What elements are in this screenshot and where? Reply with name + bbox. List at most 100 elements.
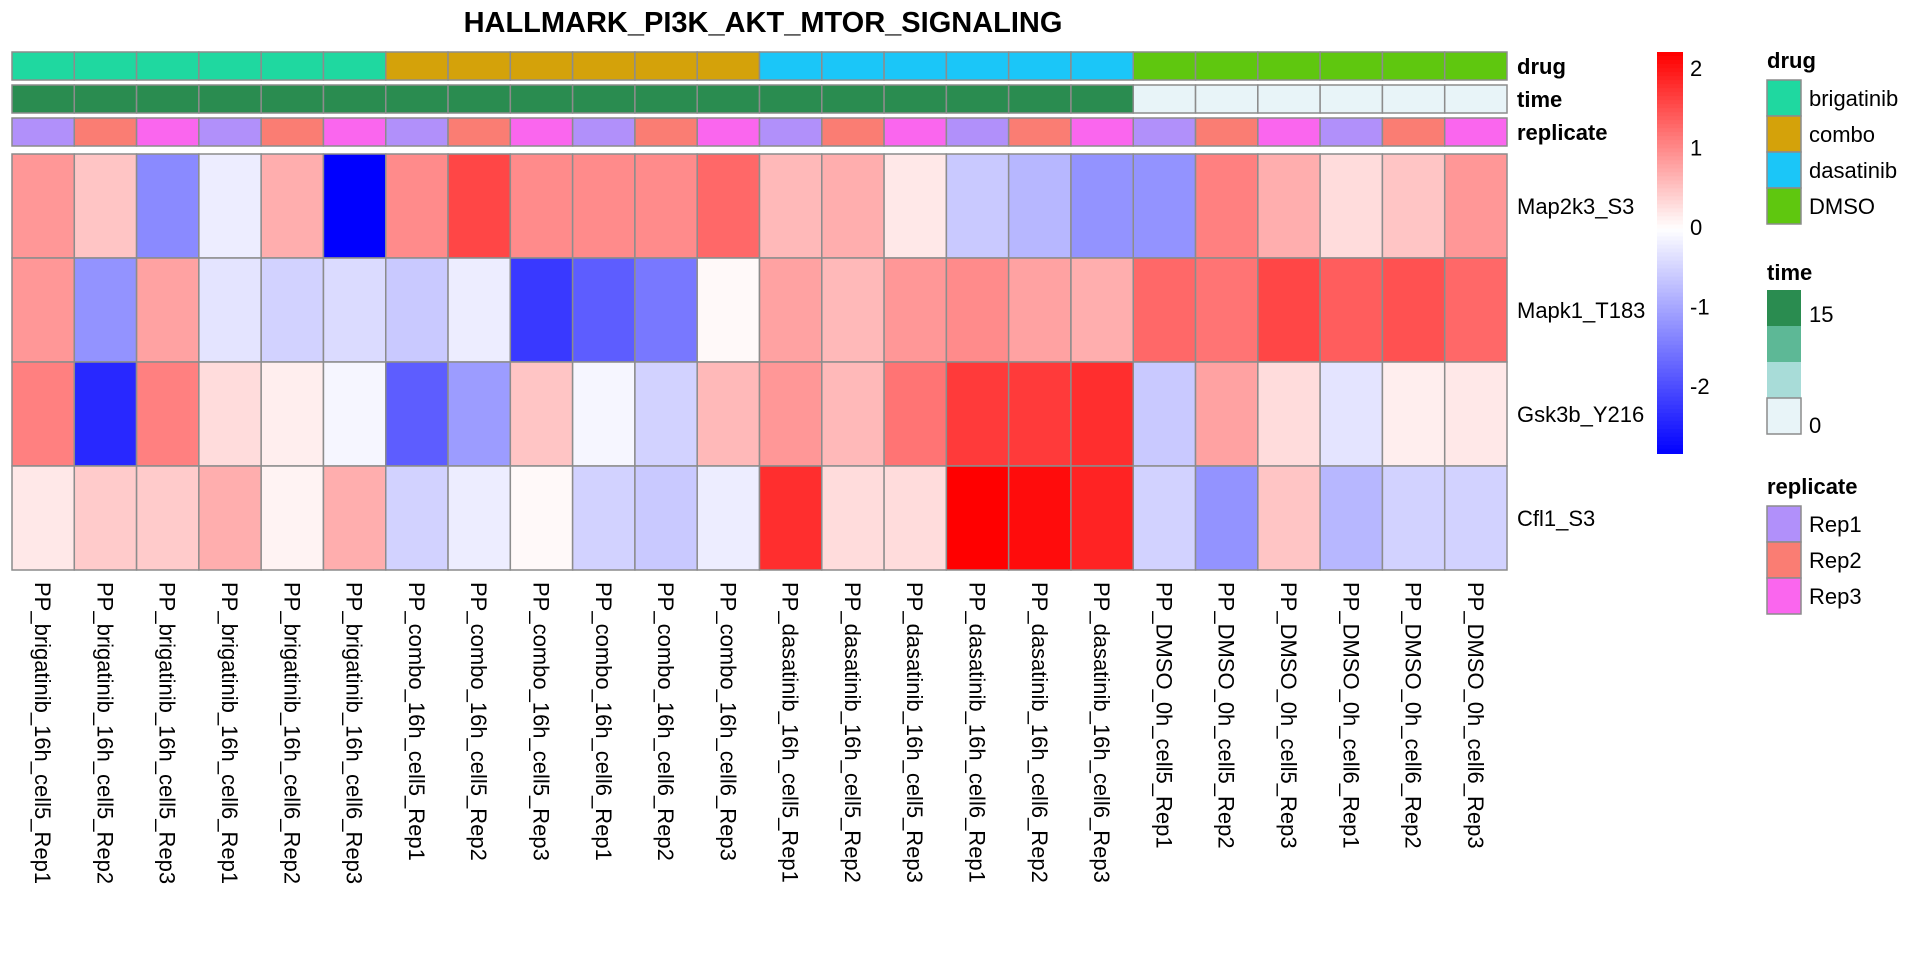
colorbar-tick-label: 1 bbox=[1690, 135, 1702, 160]
time-legend-tick: 15 bbox=[1809, 302, 1833, 327]
colorbar-tick-label: 2 bbox=[1690, 56, 1702, 81]
annotation-cell-drug bbox=[696, 51, 761, 81]
legend-label: Rep2 bbox=[1809, 548, 1862, 573]
column-label: PP_combo_16h_cell5_Rep1 bbox=[404, 582, 429, 861]
heatmap-cell bbox=[385, 361, 449, 467]
annotation-cell-time bbox=[447, 84, 512, 114]
time-legend-segment bbox=[1767, 290, 1801, 326]
annotation-cell-drug bbox=[447, 51, 512, 81]
colorbar-segment bbox=[1657, 208, 1683, 214]
time-legend-tick: 0 bbox=[1809, 413, 1821, 438]
colorbar-segment bbox=[1657, 264, 1683, 270]
heatmap-cell bbox=[322, 153, 387, 259]
annotation-cell-replicate bbox=[571, 117, 636, 147]
colorbar-segment bbox=[1657, 276, 1683, 282]
colorbar-segment bbox=[1657, 400, 1683, 406]
heatmap-cell bbox=[11, 465, 76, 571]
heatmap-cell bbox=[696, 257, 761, 363]
heatmap-cell bbox=[1132, 361, 1197, 467]
legend-label: Rep3 bbox=[1809, 584, 1862, 609]
colorbar-segment bbox=[1657, 140, 1683, 146]
colorbar-segment bbox=[1657, 176, 1683, 182]
column-label: PP_DMSO_0h_cell6_Rep2 bbox=[1401, 582, 1426, 849]
annotation-cell-replicate bbox=[135, 117, 200, 147]
heatmap-cell bbox=[73, 361, 138, 467]
annotation-cell-replicate bbox=[883, 117, 948, 147]
colorbar-segment bbox=[1657, 444, 1683, 450]
column-label: PP_combo_16h_cell5_Rep2 bbox=[466, 582, 491, 861]
heatmap-cell bbox=[509, 361, 574, 467]
annotation-cell-replicate bbox=[1257, 117, 1321, 147]
heatmap-cell bbox=[447, 465, 512, 571]
heatmap-cell bbox=[571, 153, 636, 259]
heatmap-cell bbox=[1319, 361, 1384, 467]
colorbar-segment bbox=[1657, 272, 1683, 278]
heatmap-cell bbox=[634, 465, 698, 571]
heatmap-cell bbox=[260, 257, 325, 363]
heatmap-cell bbox=[385, 153, 449, 259]
heatmap-cell bbox=[945, 361, 1010, 467]
annotation-label-replicate: replicate bbox=[1517, 120, 1608, 145]
colorbar-segment bbox=[1657, 236, 1683, 242]
heatmap-cell bbox=[11, 257, 76, 363]
heatmap-cell bbox=[758, 153, 823, 259]
colorbar-segment bbox=[1657, 204, 1683, 210]
annotation-cell-replicate bbox=[260, 117, 325, 147]
legend-title-replicate: replicate bbox=[1767, 474, 1858, 499]
annotation-cell-time bbox=[1132, 84, 1197, 114]
annotation-cell-time bbox=[260, 84, 325, 114]
colorbar-segment bbox=[1657, 320, 1683, 326]
colorbar-segment bbox=[1657, 228, 1683, 234]
colorbar-segment bbox=[1657, 80, 1683, 86]
annotation-cell-replicate bbox=[1007, 117, 1072, 147]
colorbar-segment bbox=[1657, 316, 1683, 322]
colorbar-segment bbox=[1657, 412, 1683, 418]
colorbar-segment bbox=[1657, 396, 1683, 402]
colorbar-segment bbox=[1657, 64, 1683, 70]
annotation-cell-drug bbox=[509, 51, 574, 81]
heatmap-cell bbox=[571, 257, 636, 363]
colorbar-segment bbox=[1657, 220, 1683, 226]
annotation-cell-replicate bbox=[322, 117, 387, 147]
annotation-cell-time bbox=[945, 84, 1010, 114]
column-label: PP_dasatinib_16h_cell5_Rep2 bbox=[840, 582, 865, 883]
colorbar-segment bbox=[1657, 372, 1683, 378]
legend-swatch bbox=[1766, 187, 1802, 225]
colorbar-segment bbox=[1657, 60, 1683, 66]
heatmap-cell bbox=[509, 153, 574, 259]
annotation-cell-drug bbox=[11, 51, 76, 81]
colorbar-segment bbox=[1657, 368, 1683, 374]
time-legend-segment bbox=[1767, 326, 1801, 362]
annotation-cell-drug bbox=[571, 51, 636, 81]
colorbar-segment bbox=[1657, 84, 1683, 90]
colorbar-segment bbox=[1657, 280, 1683, 286]
heatmap-cell bbox=[945, 465, 1010, 571]
colorbar-segment bbox=[1657, 352, 1683, 358]
colorbar-segment bbox=[1657, 340, 1683, 346]
heatmap-cell bbox=[1319, 257, 1384, 363]
colorbar-segment bbox=[1657, 448, 1683, 454]
colorbar-segment bbox=[1657, 240, 1683, 246]
colorbar-segment bbox=[1657, 100, 1683, 106]
heatmap-cell bbox=[1070, 361, 1135, 467]
row-label: Mapk1_T183 bbox=[1517, 298, 1645, 323]
heatmap-cell bbox=[198, 465, 262, 571]
annotation-cell-drug bbox=[883, 51, 948, 81]
annotation-cell-drug bbox=[260, 51, 325, 81]
heatmap-cell bbox=[1443, 361, 1508, 467]
annotation-cell-drug bbox=[198, 51, 262, 81]
annotation-cell-drug bbox=[634, 51, 698, 81]
annotation-cell-replicate bbox=[945, 117, 1010, 147]
annotation-cell-time bbox=[1257, 84, 1321, 114]
colorbar-segment bbox=[1657, 164, 1683, 170]
heatmap-cell bbox=[1257, 465, 1321, 571]
colorbar-segment bbox=[1657, 144, 1683, 150]
heatmap-cell bbox=[509, 257, 574, 363]
annotation-cell-time bbox=[883, 84, 948, 114]
column-label: PP_brigatinib_16h_cell5_Rep1 bbox=[30, 582, 55, 884]
colorbar-segment bbox=[1657, 376, 1683, 382]
annotation-cell-drug bbox=[1007, 51, 1072, 81]
annotation-cell-replicate bbox=[198, 117, 262, 147]
colorbar-segment bbox=[1657, 184, 1683, 190]
